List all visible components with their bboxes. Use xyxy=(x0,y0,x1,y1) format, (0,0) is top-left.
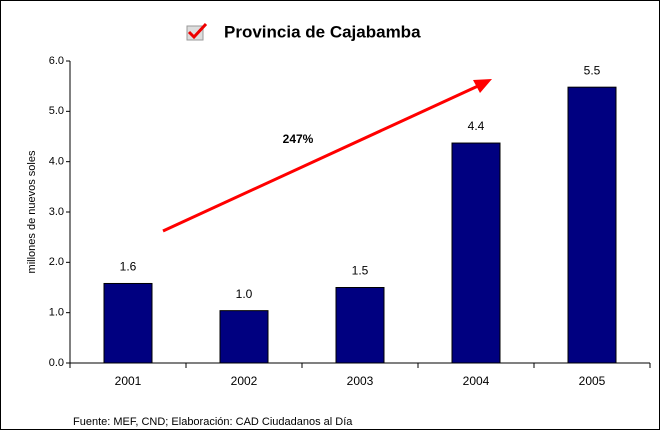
x-tick-label: 2005 xyxy=(579,374,606,388)
chart-title: Provincia de Cajabamba xyxy=(224,22,421,41)
y-tick-label: 0.0 xyxy=(49,357,64,369)
y-tick-label: 6.0 xyxy=(49,55,64,67)
value-label: 1.0 xyxy=(236,287,253,301)
title-icon xyxy=(186,22,208,41)
bar xyxy=(103,282,153,364)
value-label: 4.4 xyxy=(468,119,485,133)
y-tick-label: 4.0 xyxy=(49,156,64,168)
bar xyxy=(335,287,385,364)
bar xyxy=(567,86,617,364)
x-tick-label: 2002 xyxy=(231,374,258,388)
annotation: 247% xyxy=(283,132,314,146)
bar xyxy=(219,310,269,364)
y-axis-label: millones de nuevos soles xyxy=(26,150,38,273)
y-tick-label: 5.0 xyxy=(49,105,64,117)
value-label: 1.5 xyxy=(352,264,369,278)
source-note: Fuente: MEF, CND; Elaboración: CAD Ciuda… xyxy=(73,416,353,428)
y-tick-label: 3.0 xyxy=(49,206,64,218)
x-tick-label: 2004 xyxy=(463,374,490,388)
trend-arrow xyxy=(162,79,492,233)
x-tick-label: 2003 xyxy=(347,374,374,388)
y-tick-label: 1.0 xyxy=(49,307,64,319)
value-label: 5.5 xyxy=(584,63,601,77)
value-label: 1.6 xyxy=(120,260,137,274)
bar xyxy=(451,142,501,364)
y-tick-label: 2.0 xyxy=(49,256,64,268)
x-tick-label: 2001 xyxy=(115,374,142,388)
